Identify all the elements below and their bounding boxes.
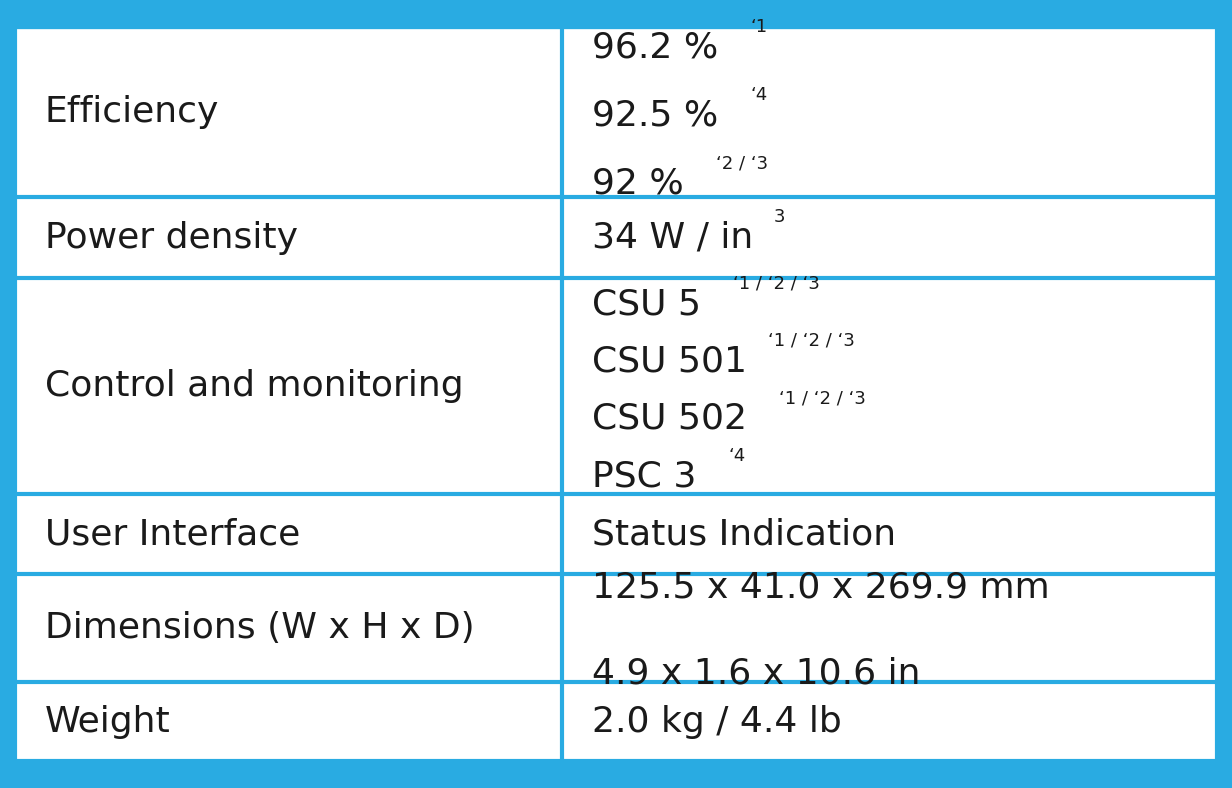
Text: User Interface: User Interface [44,517,301,551]
Bar [562,27,1217,197]
Bar [562,574,1217,682]
Text: 3: 3 [774,208,786,226]
Text: ‘1: ‘1 [750,17,768,35]
Bar [562,197,1217,278]
Text: ‘1 / ‘2 / ‘3: ‘1 / ‘2 / ‘3 [768,332,855,350]
Text: CSU 502: CSU 502 [591,402,759,436]
Text: Dimensions (W x H x D): Dimensions (W x H x D) [44,611,474,645]
Text: 92.5 %: 92.5 % [591,98,729,132]
Text: PSC 3: PSC 3 [591,459,707,493]
Text: 34 W / in: 34 W / in [591,221,753,255]
Text: Power density: Power density [44,221,298,255]
Text: CSU 5: CSU 5 [591,287,712,321]
Text: 125.5 x 41.0 x 269.9 mm: 125.5 x 41.0 x 269.9 mm [591,571,1050,604]
Text: 92 %: 92 % [591,167,695,201]
Bar [15,197,562,278]
Bar [15,278,562,493]
Bar [15,682,562,761]
Text: ‘1 / ‘2 / ‘3: ‘1 / ‘2 / ‘3 [733,274,821,292]
Text: 96.2 %: 96.2 % [591,30,729,65]
Text: 4.9 x 1.6 x 10.6 in: 4.9 x 1.6 x 10.6 in [591,656,920,690]
Text: Efficiency: Efficiency [44,95,219,129]
Text: Weight: Weight [44,704,170,738]
Bar [562,493,1217,574]
Text: Status Indication: Status Indication [591,517,896,551]
Text: 2.0 kg / 4.4 lb: 2.0 kg / 4.4 lb [591,704,841,738]
Text: ‘4: ‘4 [728,447,745,465]
Bar [15,493,562,574]
Text: ‘4: ‘4 [750,86,768,104]
Bar [15,27,562,197]
Bar [562,278,1217,493]
Text: Control and monitoring: Control and monitoring [44,369,463,403]
Text: CSU 501: CSU 501 [591,344,747,378]
Text: ‘2 / ‘3: ‘2 / ‘3 [716,154,768,172]
Bar [562,682,1217,761]
Bar [15,574,562,682]
Text: ‘1 / ‘2 / ‘3: ‘1 / ‘2 / ‘3 [779,389,866,407]
